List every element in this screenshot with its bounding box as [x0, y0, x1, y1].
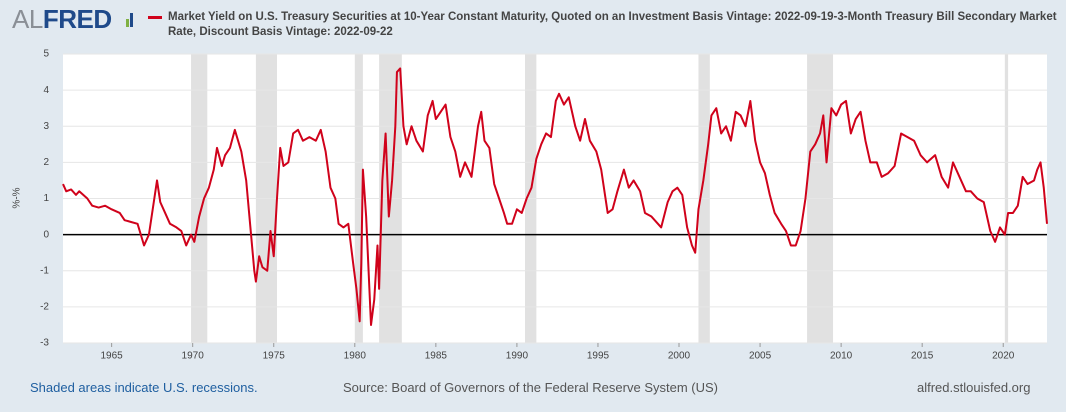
recession-band	[354, 54, 363, 343]
x-tick-label: 2005	[749, 351, 772, 362]
plot-area	[63, 54, 1047, 343]
legend-label: Market Yield on U.S. Treasury Securities…	[168, 11, 1057, 38]
x-tick-label: 2015	[911, 351, 934, 362]
footer-source: Source: Board of Governors of the Federa…	[343, 380, 718, 395]
x-tick-label: 1985	[425, 351, 448, 362]
x-tick-label: 1990	[506, 351, 529, 362]
y-tick-label: -1	[40, 265, 49, 276]
x-tick-label: 1970	[182, 351, 205, 362]
logo: ALFRED	[12, 4, 112, 35]
x-tick-label: 2010	[830, 351, 853, 362]
x-tick-label: 2020	[992, 351, 1015, 362]
recession-band	[191, 54, 208, 343]
footer-link: alfred.stlouisfed.org	[917, 380, 1031, 395]
x-tick-label: 1995	[587, 351, 610, 362]
y-tick-label: -2	[40, 302, 49, 313]
logo-icon	[126, 13, 133, 27]
recession-band	[525, 54, 537, 343]
y-axis-label: %-%	[12, 187, 23, 208]
recession-band	[1004, 54, 1009, 343]
y-tick-label: -3	[40, 338, 49, 349]
recession-band	[807, 54, 834, 343]
footer-note: Shaded areas indicate U.S. recessions.	[30, 380, 258, 395]
y-tick-label: 5	[43, 49, 49, 60]
y-tick-label: 1	[43, 193, 49, 204]
logo-prefix: AL	[12, 4, 43, 34]
y-tick-label: 0	[43, 229, 49, 240]
y-tick-label: 2	[43, 157, 49, 168]
recession-band	[255, 54, 277, 343]
y-tick-label: 4	[43, 85, 49, 96]
legend: Market Yield on U.S. Treasury Securities…	[148, 10, 1066, 40]
x-tick-label: 2000	[668, 351, 691, 362]
x-tick-label: 1965	[101, 351, 124, 362]
x-tick-label: 1975	[263, 351, 286, 362]
logo-main: FRED	[42, 4, 112, 34]
x-tick-label: 1980	[344, 351, 367, 362]
recession-band	[698, 54, 710, 343]
legend-swatch	[148, 16, 162, 19]
series-line	[62, 67, 1048, 326]
recession-band	[379, 54, 402, 343]
y-tick-label: 3	[43, 121, 49, 132]
